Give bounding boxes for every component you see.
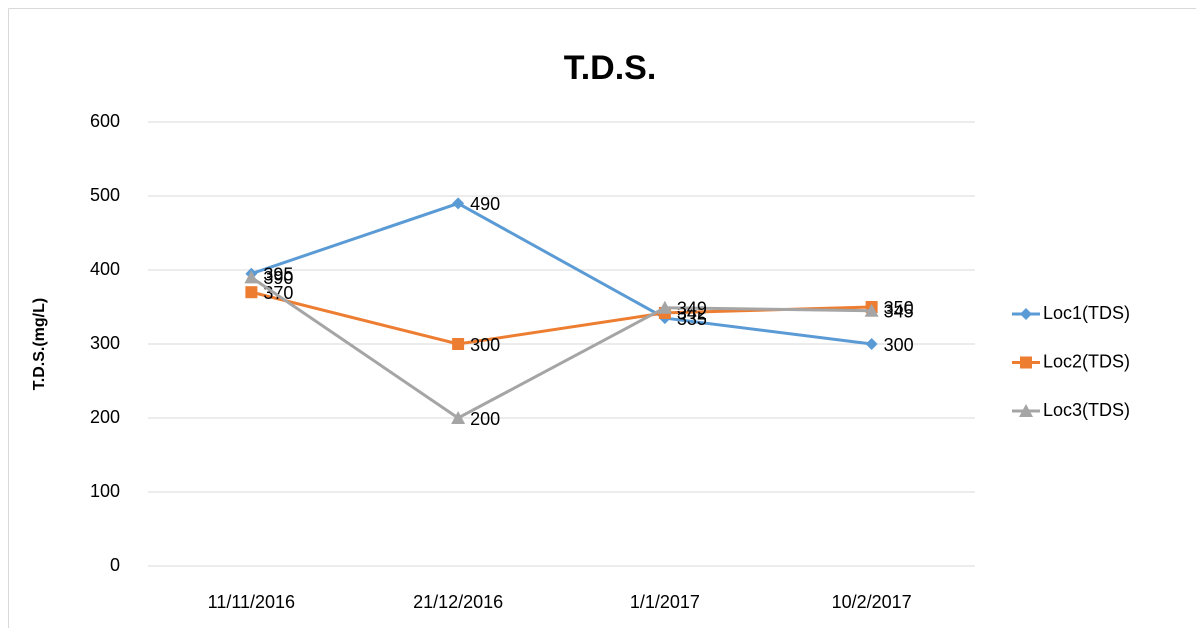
legend-label: Loc2(TDS) [1043,351,1130,371]
y-tick-label: 600 [90,111,120,131]
data-label: 350 [884,298,914,318]
chart-title: T.D.S. [564,49,657,87]
data-label: 395 [263,264,293,284]
data-label: 345 [884,301,914,321]
y-axis-label: T.D.S.(mg/L) [31,298,48,390]
data-label: 200 [470,409,500,429]
data-label: 300 [884,335,914,355]
marker [1020,356,1032,369]
marker [1019,404,1033,417]
marker [1020,308,1032,320]
y-tick-label: 100 [90,481,120,501]
x-tick-label: 10/2/2017 [832,592,912,612]
y-tick-label: 200 [90,407,120,427]
y-tick-label: 400 [90,259,120,279]
marker [865,338,878,350]
data-label: 490 [470,194,500,214]
marker [864,303,879,317]
marker [452,197,465,210]
marker [245,286,258,299]
marker [244,270,259,284]
x-tick-label: 1/1/2017 [630,592,700,612]
y-tick-label: 300 [90,333,120,353]
series-line [250,201,872,346]
x-tick-label: 21/12/2016 [413,592,503,612]
legend-label: Loc3(TDS) [1043,400,1130,420]
y-tick-label: 500 [90,185,120,205]
marker [657,300,672,314]
legend-label: Loc1(TDS) [1043,303,1130,323]
data-label: 370 [263,283,293,303]
x-tick-label: 11/11/2016 [208,592,295,612]
marker [451,411,466,424]
data-label: 349 [677,298,707,318]
y-tick-label: 0 [110,555,120,575]
marker [452,338,465,350]
data-label: 300 [470,335,500,355]
data-label: 390 [263,268,293,288]
series-line [251,290,872,346]
series-line [250,276,872,420]
